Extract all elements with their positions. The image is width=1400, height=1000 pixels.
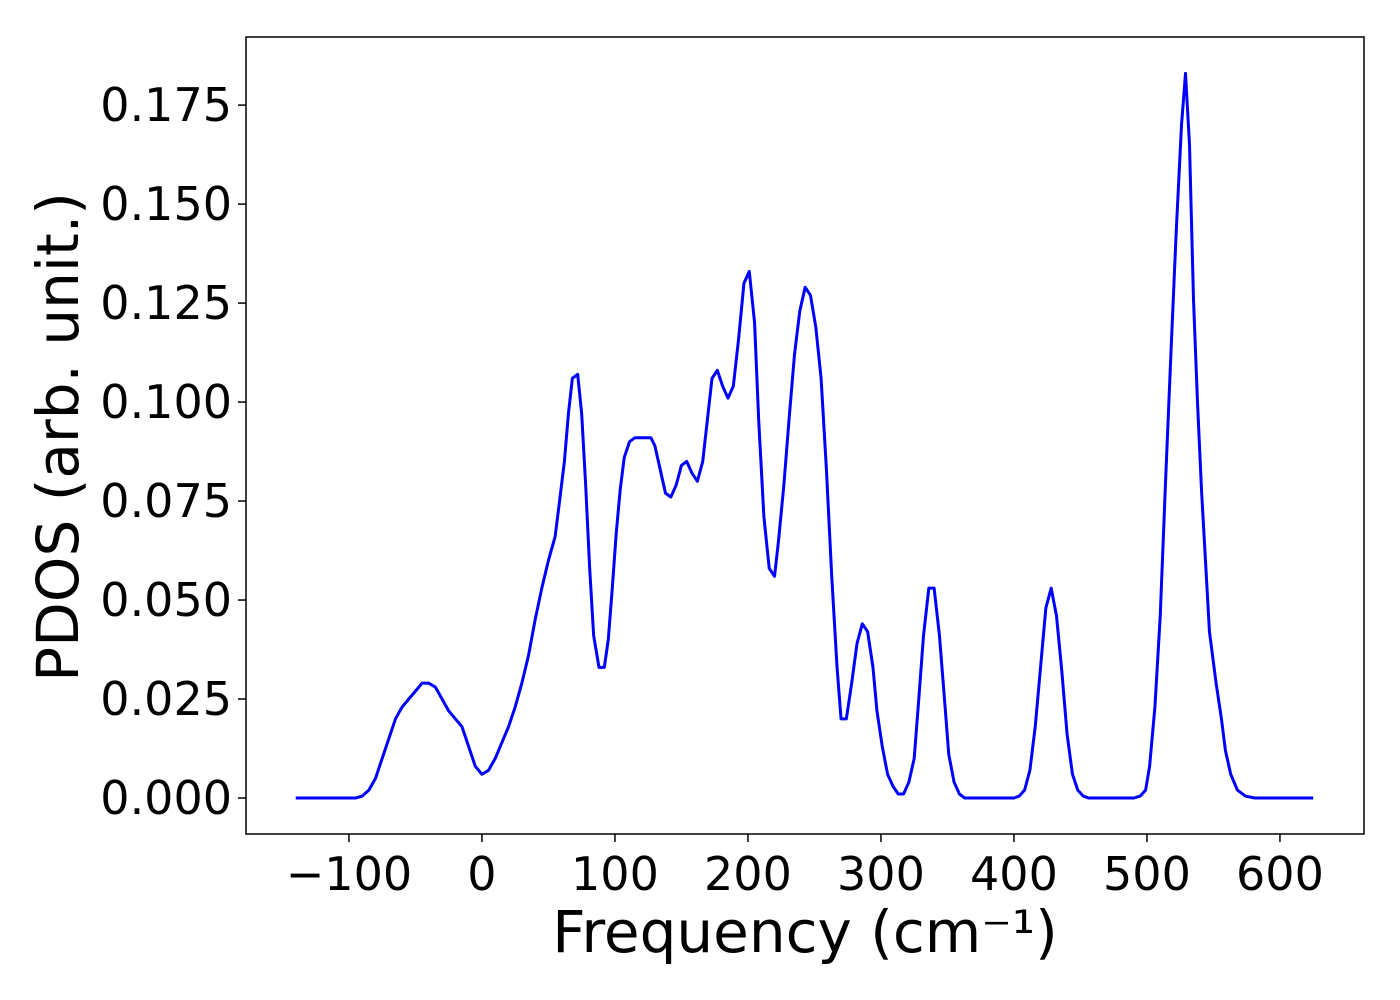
x-tick-label: 600 (1236, 847, 1324, 901)
plot-frame (245, 36, 1365, 835)
x-tick-label: 300 (837, 847, 925, 901)
y-tick-label: 0.000 (100, 771, 232, 825)
y-axis-label: PDOS (arb. unit.) (24, 192, 92, 682)
x-tick-label: 400 (970, 847, 1058, 901)
x-tick-label: −100 (286, 847, 412, 901)
x-tick-label: 100 (571, 847, 659, 901)
y-tick-label: 0.075 (100, 474, 232, 528)
y-tick-label: 0.100 (100, 375, 232, 429)
y-tick-label: 0.125 (100, 276, 232, 330)
x-axis-label: Frequency (cm⁻¹) (552, 898, 1058, 966)
y-tick-label: 0.050 (100, 573, 232, 627)
x-tick-label: 0 (467, 847, 496, 901)
x-tick-label: 500 (1103, 847, 1191, 901)
pdos-line (295, 71, 1314, 800)
y-tick-label: 0.175 (100, 78, 232, 132)
y-tick-label: 0.150 (100, 177, 232, 231)
x-tick-label: 200 (704, 847, 792, 901)
y-tick-label: 0.025 (100, 672, 232, 726)
